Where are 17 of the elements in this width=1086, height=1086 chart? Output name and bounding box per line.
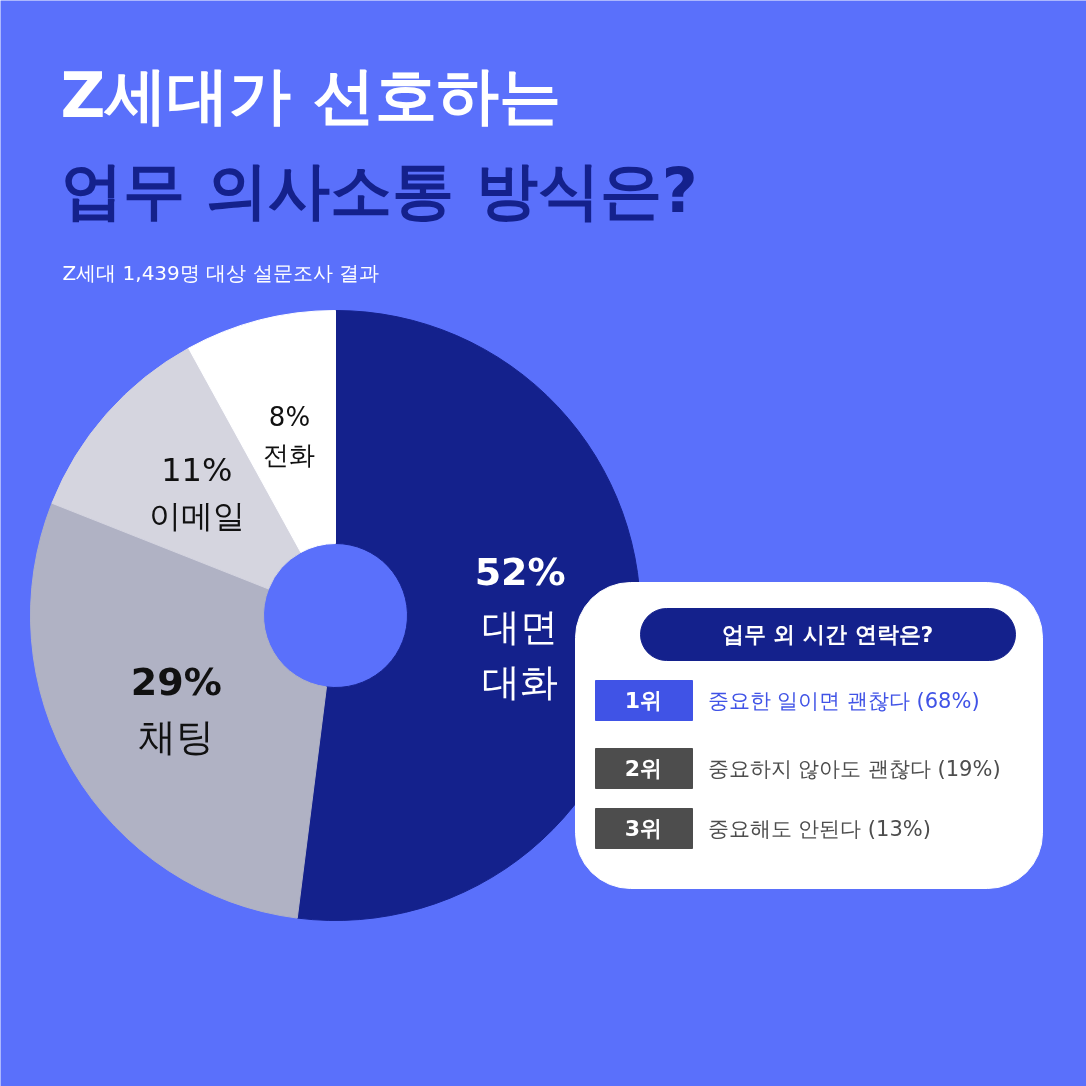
category-label: 1위: [624, 688, 663, 713]
text: 업무 외 시간 연락은?: [721, 622, 934, 647]
slice-label: 대면 대화: [482, 605, 559, 705]
slice-label: 이메일: [148, 497, 245, 536]
data-label: 11%: [161, 450, 233, 489]
text: 중요해도 안된다 (13%): [707, 816, 931, 841]
slice-label: 전화: [263, 440, 316, 471]
text: 중요하지 않아도 괜찮다 (19%): [707, 756, 1001, 781]
chart-title: Z세대가 선호하는 업무 의사소통 방식은?: [60, 59, 698, 227]
category-label: 3위: [624, 816, 663, 841]
data-label: 29%: [130, 660, 222, 705]
data-label: 52%: [474, 550, 566, 595]
category-label: 2위: [624, 756, 663, 781]
slice-label: 채팅: [138, 715, 215, 760]
chart-subtitle: Z세대 1,439명 대상 설문조사 결과: [62, 260, 379, 285]
text: 중요한 일이면 괜찮다 (68%): [707, 688, 980, 713]
data-label: 8%: [268, 402, 311, 433]
